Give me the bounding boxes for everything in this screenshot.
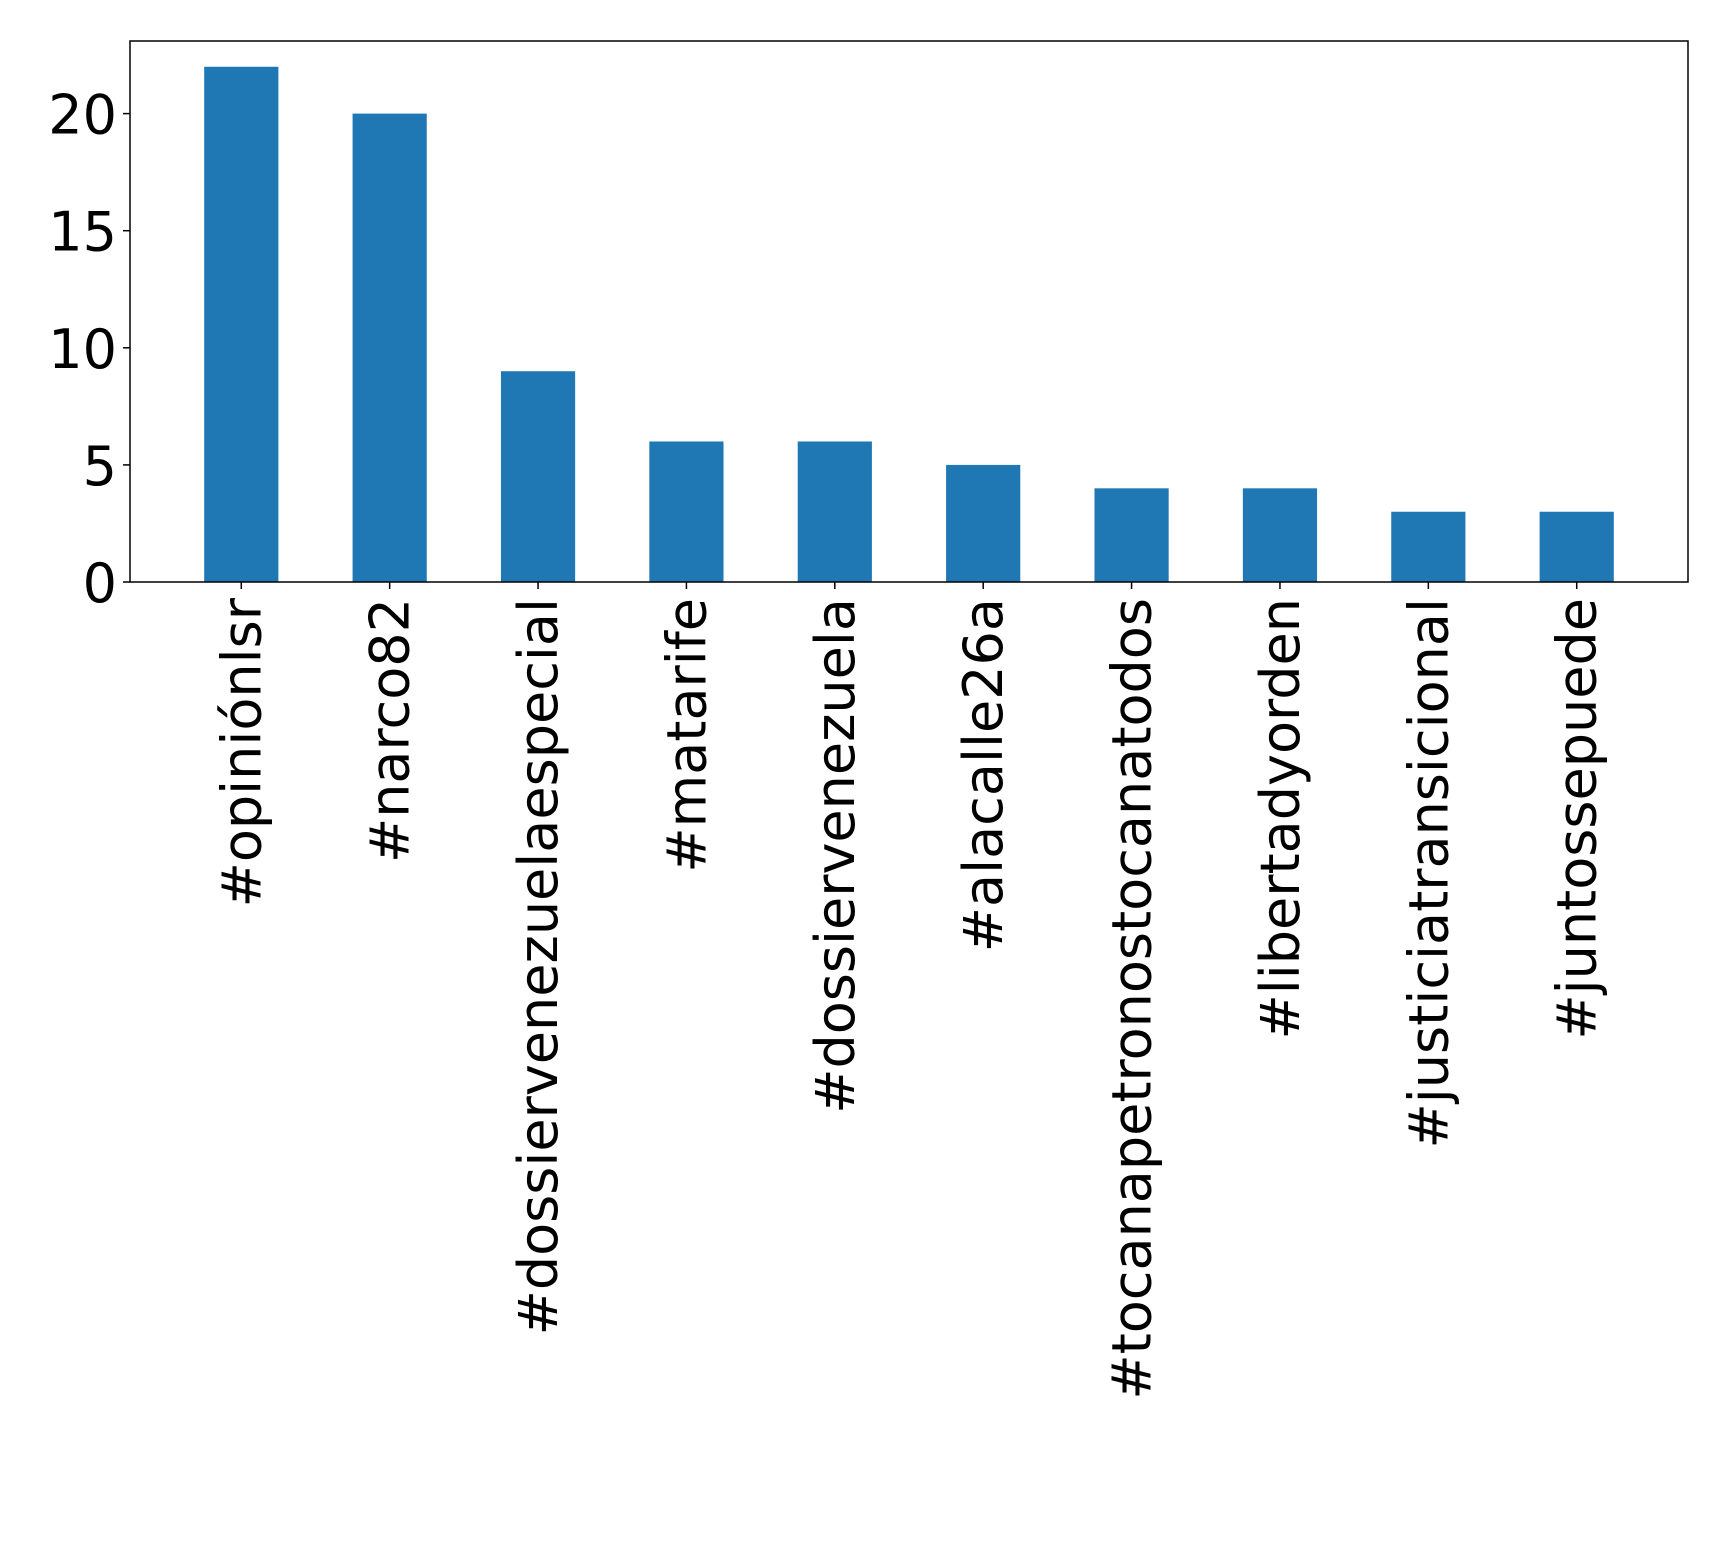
- x-tick-label: #juntossepuede: [1546, 598, 1609, 1040]
- x-tick-label: #matarife: [655, 598, 718, 873]
- y-tick-label: 0: [83, 552, 117, 615]
- x-tick-label: #libertadyorden: [1249, 598, 1312, 1039]
- bar-4: [797, 441, 872, 582]
- x-tick-label: #dossiervenezuela: [804, 598, 867, 1114]
- x-tick-label: #tocanapetronostocanatodos: [1101, 598, 1164, 1400]
- bar-3: [649, 441, 724, 582]
- bars-group: [204, 66, 1614, 582]
- bar-6: [1094, 488, 1169, 582]
- y-tick-label: 20: [48, 84, 117, 147]
- bar-2: [500, 371, 576, 582]
- x-tick-label: #opiniónlsr: [210, 597, 273, 907]
- bar-5: [946, 464, 1021, 582]
- plot-frame: [129, 40, 1689, 583]
- bar-1: [352, 113, 427, 582]
- x-tick-label: #narco82: [359, 598, 422, 863]
- y-tick-label: 15: [48, 201, 117, 264]
- y-tick-label: 10: [48, 318, 117, 381]
- bar-8: [1391, 511, 1466, 582]
- x-tick-label: #justiciatransicional: [1397, 598, 1460, 1148]
- x-tick-label: #alacalle26a: [952, 598, 1015, 952]
- bar-9: [1539, 511, 1614, 582]
- y-axis: 0 5 10 15 20: [48, 84, 130, 615]
- bar-0: [204, 66, 279, 582]
- bar-7: [1242, 488, 1318, 582]
- x-tick-label: #dossiervenezuelaespecial: [507, 598, 570, 1335]
- x-axis: #opiniónlsr #narco82 #dossiervenezuelaespe…: [210, 582, 1609, 1400]
- y-tick-label: 5: [83, 435, 117, 498]
